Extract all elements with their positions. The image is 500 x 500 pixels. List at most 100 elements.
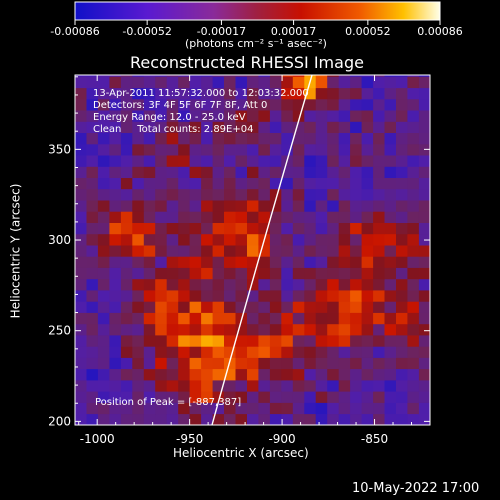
heatmap-cell (407, 98, 420, 111)
heatmap-cell (258, 132, 271, 145)
heatmap-cell (155, 368, 168, 381)
heatmap-cell (338, 200, 351, 212)
heatmap-cell (97, 200, 110, 212)
colorbar-tick-label: 0.00086 (417, 25, 463, 38)
heatmap-cell (373, 121, 385, 133)
heatmap-cell (338, 110, 351, 122)
heatmap-cell (155, 267, 168, 280)
heatmap-cell (86, 200, 99, 212)
heatmap-cell (75, 245, 87, 257)
heatmap-cell (212, 278, 225, 291)
heatmap-cell (281, 87, 294, 100)
heatmap-cell (384, 346, 397, 358)
heatmap-cell (258, 75, 271, 77)
heatmap-cell (258, 200, 271, 212)
heatmap-cell (373, 76, 385, 89)
x-tick-label: -850 (361, 432, 388, 446)
heatmap-cell (281, 301, 294, 313)
heatmap-cell (155, 87, 168, 100)
y-tick-label: 200 (48, 414, 71, 428)
heatmap-cell (361, 267, 374, 280)
heatmap-cell (338, 188, 351, 201)
x-axis-label: Heliocentric X (arcsec) (173, 446, 309, 460)
heatmap-cell (327, 301, 340, 313)
heatmap-cell (396, 357, 408, 370)
heatmap-cell (418, 380, 430, 392)
heatmap-cell (384, 188, 397, 201)
heatmap-cell (120, 245, 133, 257)
heatmap-cell (235, 380, 248, 392)
heatmap-cell (75, 188, 87, 201)
heatmap-cell (178, 98, 191, 111)
heatmap-cell (327, 155, 340, 167)
heatmap-cell (338, 368, 351, 381)
heatmap-cell (361, 121, 374, 133)
heatmap-cell (407, 211, 420, 223)
heatmap-cell (212, 312, 225, 325)
heatmap-cell (247, 245, 259, 257)
heatmap-cell (189, 143, 202, 156)
heatmap-cell (155, 346, 168, 358)
heatmap-cell (396, 290, 408, 302)
heatmap-cell (396, 380, 408, 392)
heatmap-cell (178, 188, 191, 201)
heatmap-cell (143, 222, 156, 235)
heatmap-cell (166, 87, 179, 100)
heatmap-cell (418, 222, 430, 235)
heatmap-cell (143, 413, 156, 425)
heatmap-cell (109, 256, 122, 268)
heatmap-cell (155, 335, 168, 347)
heatmap-cell (189, 290, 202, 302)
heatmap-cell (304, 380, 317, 392)
heatmap-cell (350, 166, 362, 178)
heatmap-cell (109, 301, 122, 313)
heatmap-cell (75, 312, 87, 325)
heatmap-cell (350, 245, 362, 257)
heatmap-cell (350, 278, 362, 291)
heatmap-cell (338, 346, 351, 358)
heatmap-cell (361, 200, 374, 212)
heatmap-cell (75, 301, 87, 313)
heatmap-cell (338, 75, 351, 77)
heatmap-cell (396, 166, 408, 178)
heatmap-cell (384, 155, 397, 167)
heatmap-cell (166, 200, 179, 212)
heatmap-cell (189, 75, 202, 77)
heatmap-cell (132, 323, 145, 336)
heatmap-cell (407, 290, 420, 302)
heatmap-cell (143, 75, 156, 77)
heatmap-cell (201, 335, 213, 347)
heatmap-cell (373, 278, 385, 291)
heatmap-cell (373, 323, 385, 336)
heatmap-cell (120, 413, 133, 425)
heatmap-cell (327, 211, 340, 223)
heatmap-cell (418, 166, 430, 178)
heatmap-cell (212, 143, 225, 156)
heatmap-cell (315, 335, 328, 347)
heatmap-cell (166, 357, 179, 370)
heatmap-cell (235, 76, 248, 89)
heatmap-cell (120, 312, 133, 325)
heatmap-cell (315, 267, 328, 280)
heatmap-cell (166, 312, 179, 325)
heatmap-cell (373, 155, 385, 167)
heatmap-cell (373, 98, 385, 111)
heatmap-cell (86, 290, 99, 302)
heatmap-cell (281, 256, 294, 268)
heatmap-cell (373, 110, 385, 122)
colorbar-tick-label: 0.00017 (271, 25, 317, 38)
heatmap-cell (201, 267, 213, 280)
heatmap-cell (418, 155, 430, 167)
heatmap-cell (361, 380, 374, 392)
heatmap-cell (132, 87, 145, 100)
heatmap-cell (201, 177, 213, 190)
heatmap-cell (109, 87, 122, 100)
heatmap-cell (235, 211, 248, 223)
heatmap-cell (143, 267, 156, 280)
heatmap-cell (86, 177, 99, 190)
heatmap-cell (418, 177, 430, 190)
heatmap-cell (327, 177, 340, 190)
heatmap-cell (178, 368, 191, 381)
heatmap-cell (269, 155, 282, 167)
y-tick-label: 350 (48, 142, 71, 156)
